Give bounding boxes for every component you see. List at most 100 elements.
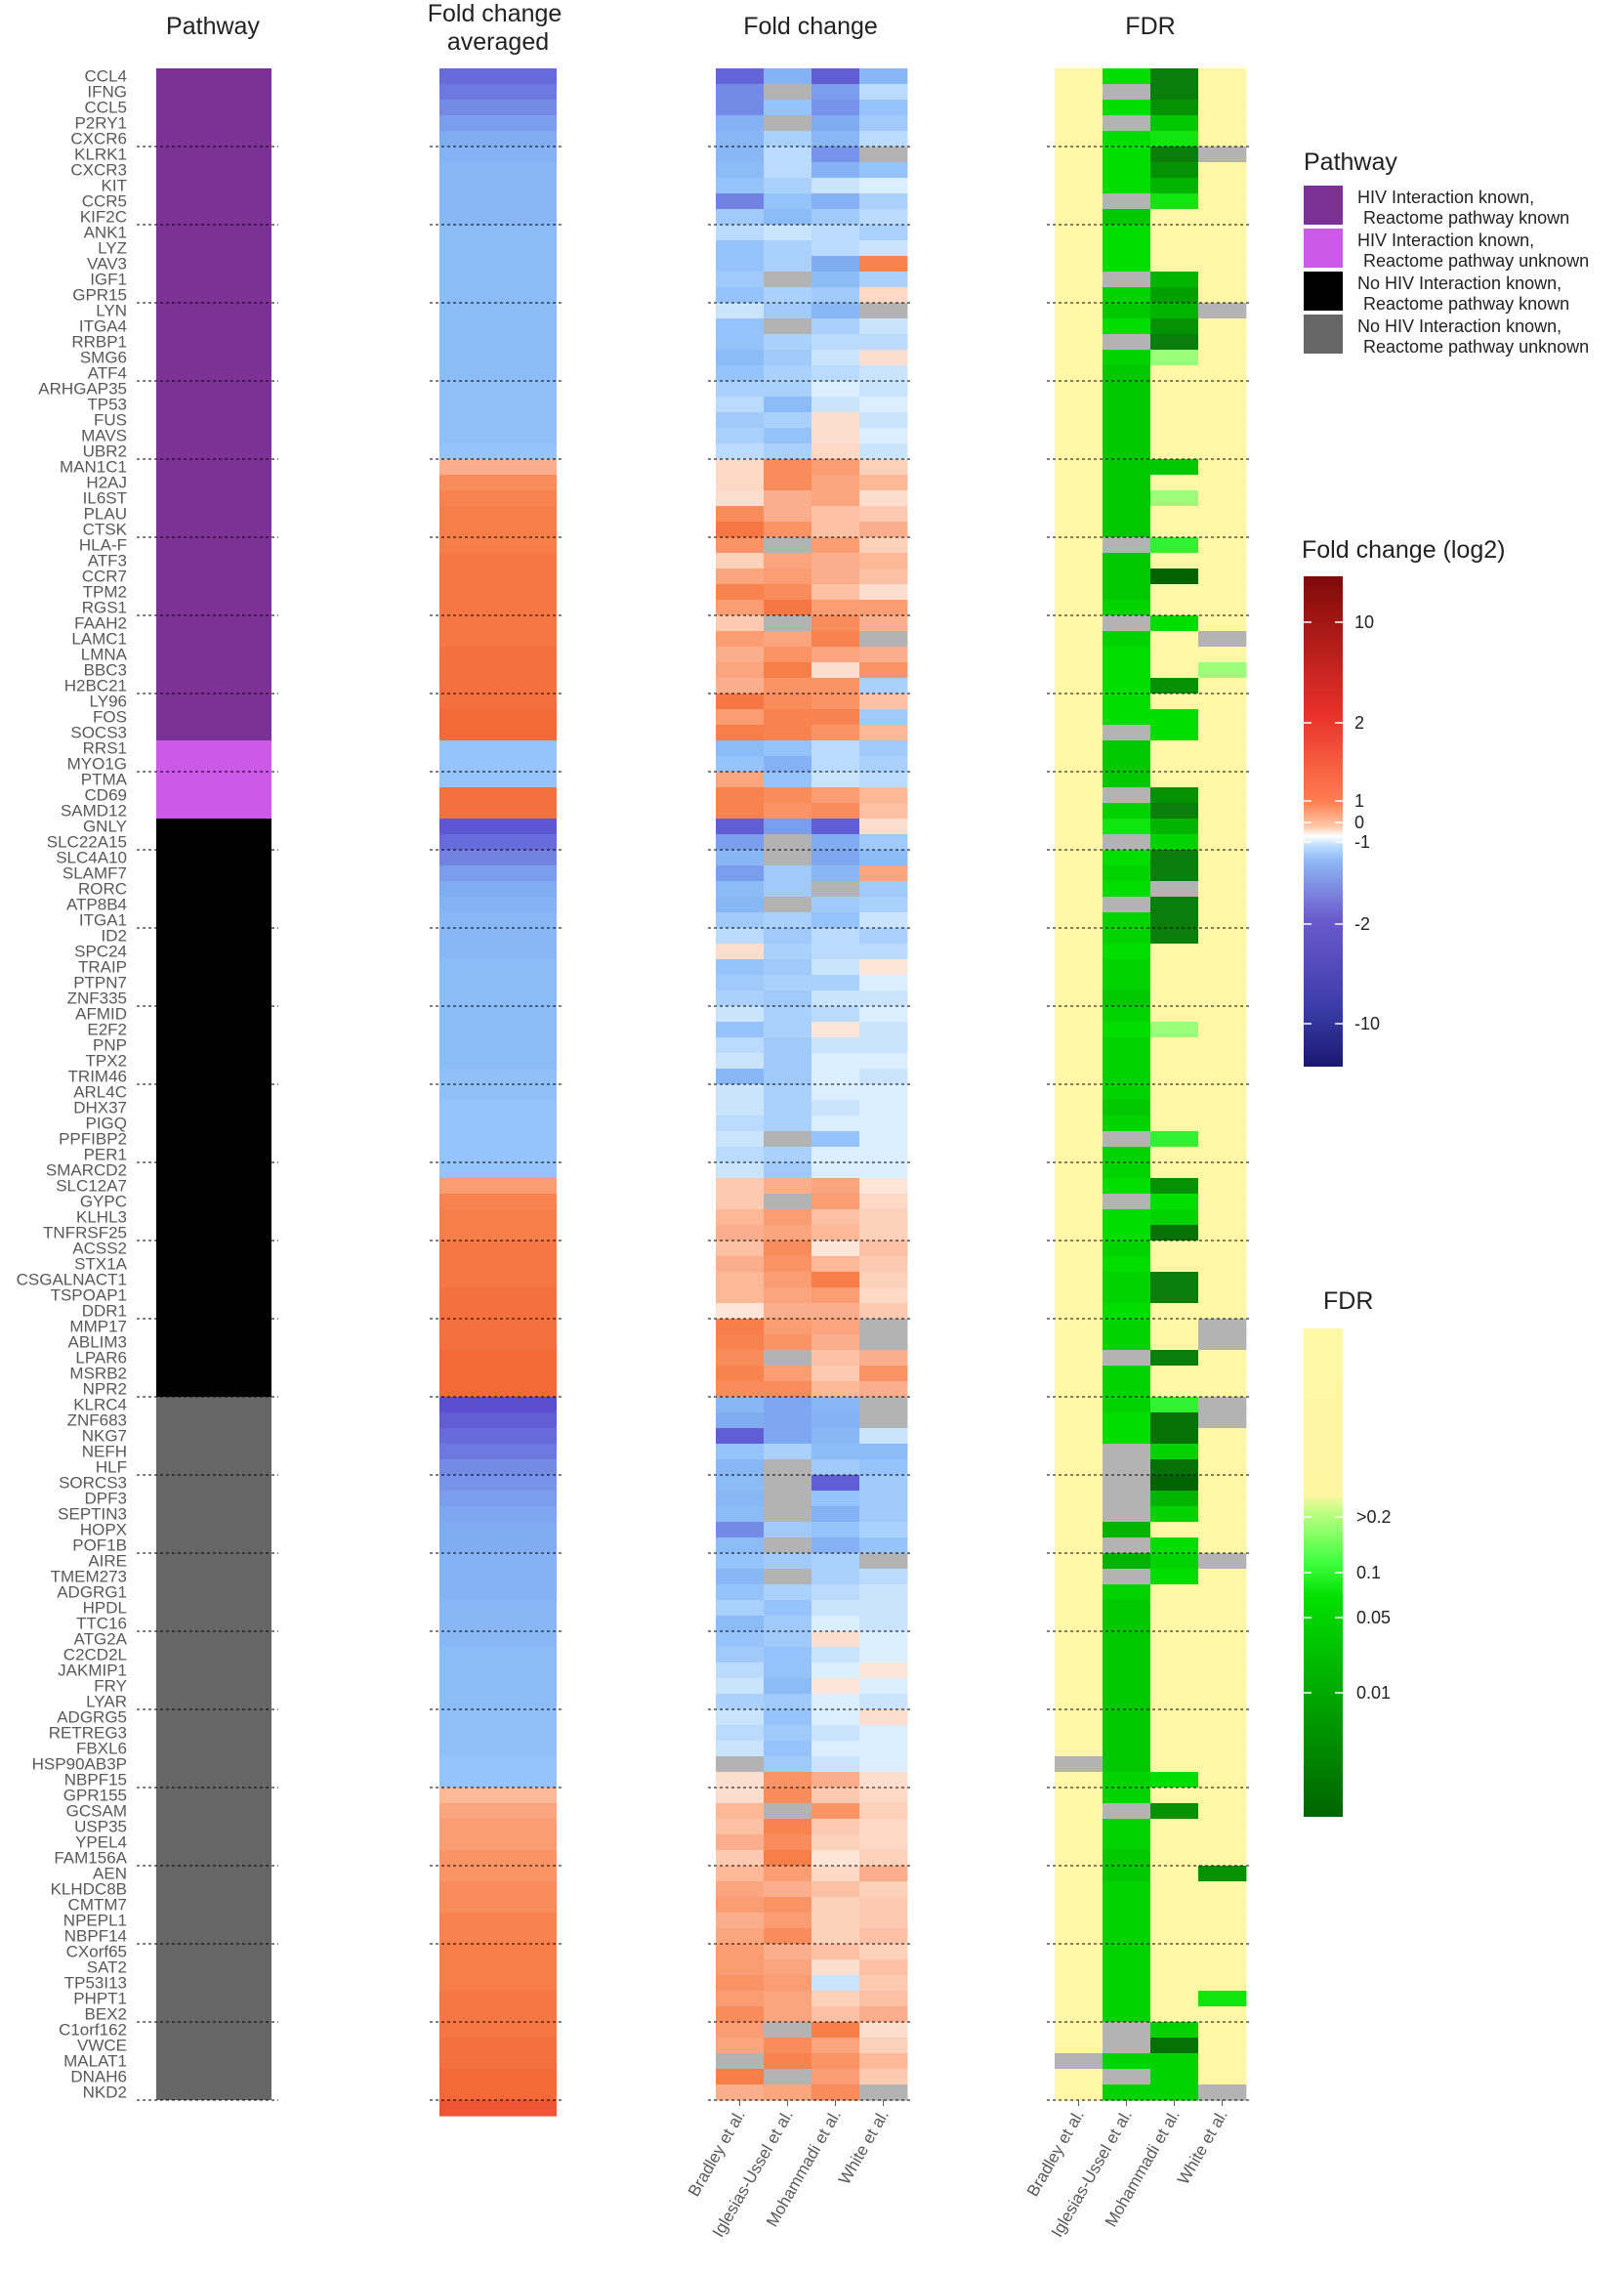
- fold-change-cell: [812, 100, 860, 116]
- fold-change-cell: [812, 162, 860, 179]
- fold-change-cell: [764, 756, 812, 773]
- fdr-cell: [1103, 897, 1151, 913]
- fold-change-heatmap: [716, 68, 908, 2101]
- fdr-cell: [1198, 115, 1247, 132]
- fdr-cell: [1055, 2022, 1103, 2039]
- gene-label: ANK1: [84, 224, 127, 242]
- fdr-cell: [1150, 397, 1199, 413]
- averaged-cell: [439, 178, 557, 194]
- fold-change-cell: [764, 1584, 812, 1601]
- fdr-cell: [1103, 1412, 1151, 1429]
- fdr-cell: [1103, 1475, 1151, 1492]
- fold-change-cell: [716, 1381, 765, 1398]
- fold-change-cell: [764, 506, 812, 523]
- fold-change-cell: [764, 334, 812, 351]
- fold-change-cell: [812, 1272, 860, 1288]
- fdr-cell: [1055, 1616, 1103, 1632]
- fold-change-cell: [764, 1788, 812, 1804]
- averaged-cell: [439, 850, 557, 866]
- averaged-cell: [439, 1397, 557, 1413]
- fold-change-cell: [716, 1991, 765, 2007]
- fold-change-cell: [764, 2084, 812, 2101]
- gene-label: HOPX: [80, 1521, 127, 1539]
- fold-change-cell: [764, 1147, 812, 1163]
- fdr-cell: [1055, 522, 1103, 538]
- fold-change-cell: [859, 428, 908, 444]
- gene-label: TRAIP: [78, 958, 127, 977]
- fdr-cell: [1150, 1600, 1199, 1617]
- fold-change-cell: [859, 631, 908, 648]
- fold-change-cell: [859, 584, 908, 601]
- fdr-cell: [1150, 553, 1199, 569]
- gene-label: FAAH2: [74, 614, 127, 633]
- fdr-cell: [1103, 1788, 1151, 1804]
- fdr-cell: [1150, 740, 1199, 757]
- fdr-cell: [1198, 1866, 1247, 1882]
- fold-change-cell: [812, 365, 860, 382]
- fdr-cell: [1103, 1819, 1151, 1835]
- fold-change-cell: [859, 475, 908, 491]
- averaged-cell: [439, 2069, 557, 2085]
- averaged-cell: [439, 1678, 557, 1695]
- averaged-cell: [439, 1162, 557, 1179]
- fold-change-cell: [812, 662, 860, 679]
- averaged-cell: [439, 350, 557, 366]
- averaged-cell: [439, 709, 557, 726]
- fold-change-cell: [812, 1709, 860, 1726]
- fold-change-cell: [716, 334, 765, 351]
- fdr-cell: [1198, 678, 1247, 695]
- fold-change-cell: [764, 350, 812, 366]
- fdr-cell: [1198, 1272, 1247, 1288]
- gene-label: MMP17: [69, 1318, 127, 1336]
- fold-change-cell: [812, 1209, 860, 1226]
- gene-label: LY96: [90, 693, 127, 711]
- pathway-band-4: [156, 1397, 271, 2100]
- fold-change-cell: [716, 1225, 765, 1242]
- fdr-cell: [1103, 1162, 1151, 1179]
- pathway-legend-swatch-2: [1304, 229, 1343, 268]
- averaged-cell: [439, 803, 557, 820]
- fold-change-cell: [859, 959, 908, 976]
- fold-change-cell: [812, 1553, 860, 1570]
- fold-change-cell: [764, 990, 812, 1007]
- fold-change-cell: [716, 1772, 765, 1789]
- fdr-cell: [1198, 381, 1247, 398]
- fold-change-cell: [859, 1366, 908, 1382]
- fold-change-cell: [812, 1350, 860, 1367]
- fold-change-cell: [764, 1616, 812, 1632]
- averaged-cell: [439, 1444, 557, 1460]
- fdr-cell: [1103, 944, 1151, 960]
- fdr-cell: [1055, 553, 1103, 569]
- fold-change-cell: [764, 1178, 812, 1195]
- fdr-cell: [1103, 1725, 1151, 1742]
- averaged-cell: [439, 1928, 557, 1945]
- fdr-cell: [1103, 1944, 1151, 1960]
- fold-change-cell: [859, 1006, 908, 1023]
- fdr-cell: [1103, 1678, 1151, 1695]
- fold-change-cell: [812, 1772, 860, 1789]
- gene-label: ATG2A: [74, 1630, 128, 1649]
- fold-change-cell: [812, 1537, 860, 1554]
- averaged-cell: [439, 2053, 557, 2070]
- gene-label: PTPN7: [73, 974, 127, 992]
- fold-change-cell: [764, 443, 812, 460]
- fdr-cell: [1150, 787, 1199, 804]
- fold-change-cell: [716, 1287, 765, 1304]
- fold-change-cell: [812, 1725, 860, 1742]
- fdr-cell: [1198, 1397, 1247, 1413]
- fold-change-cell: [764, 1537, 812, 1554]
- fold-change-cell: [859, 694, 908, 710]
- averaged-cell: [439, 819, 557, 835]
- fdr-cell: [1150, 365, 1199, 382]
- averaged-cell: [439, 381, 557, 398]
- gene-label: AFMID: [75, 1005, 127, 1024]
- averaged-cell: [439, 1194, 557, 1210]
- fold-change-cell: [716, 2022, 765, 2039]
- averaged-cell: [439, 1350, 557, 1367]
- fdr-cell: [1150, 1788, 1199, 1804]
- fold-change-cell: [764, 662, 812, 679]
- fold-change-cell: [812, 1412, 860, 1429]
- fold-change-cell: [812, 912, 860, 929]
- averaged-cell: [439, 240, 557, 257]
